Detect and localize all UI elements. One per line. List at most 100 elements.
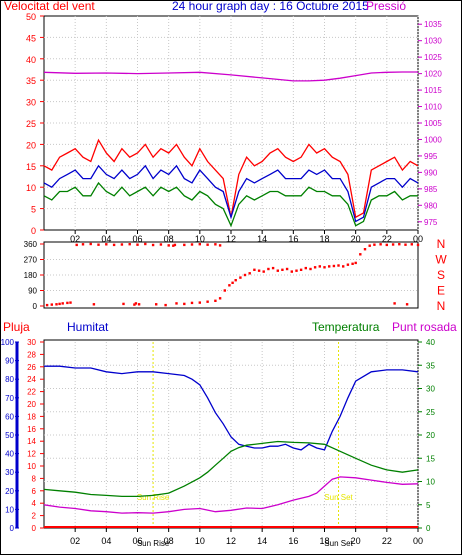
direction-point (398, 243, 401, 246)
direction-point (323, 266, 326, 269)
direction-point (89, 242, 92, 246)
wind-time-tick-label: 04 (101, 234, 111, 244)
direction-point (385, 243, 388, 247)
rain-tick-label: 60 (5, 412, 14, 421)
humidity-tick-label: 16 (27, 425, 36, 434)
direction-tick-label: 180 (24, 271, 38, 280)
direction-tick-label: 0 (33, 302, 38, 311)
pressure-tick-label: 1015 (424, 86, 442, 95)
dewpoint-axis-label: Punt rosada (392, 320, 457, 334)
temperature-tick-label: 10 (426, 478, 435, 487)
temperature-tick-label: 40 (426, 338, 435, 347)
temp-time-tick-label: 08 (164, 536, 174, 546)
pressure-tick-label: 975 (424, 218, 438, 227)
wind-series (43, 71, 419, 228)
direction-point (45, 303, 49, 307)
pressure-axis-label: Pressió (366, 0, 406, 13)
direction-point (173, 243, 177, 247)
compass-label: E (437, 284, 445, 298)
direction-point (346, 263, 350, 266)
temp-time-tick-label: 06 (132, 536, 142, 546)
compass-label: N (437, 237, 446, 251)
compass-label: N (437, 299, 446, 313)
humidity-tick-label: 30 (27, 338, 36, 347)
direction-point (328, 265, 331, 268)
series-line-low (43, 181, 418, 228)
direction-point (206, 243, 209, 246)
direction-point (337, 264, 340, 267)
direction-point (58, 302, 61, 306)
series-line-avg (43, 164, 419, 223)
temperature-tick-label: 0 (426, 524, 431, 533)
wind-time-tick-label: 20 (351, 234, 361, 244)
direction-point (276, 269, 279, 272)
temp-time-tick-label: 00 (413, 536, 423, 546)
direction-tick-label: 270 (24, 256, 38, 265)
direction-point (342, 265, 345, 268)
humidity-tick-label: 10 (27, 462, 36, 471)
direction-point (137, 303, 141, 306)
sun-rise-marker-label: Sun Rise (137, 493, 170, 502)
humidity-tick-label: 8 (32, 474, 37, 483)
wind-speed-tick-label: 35 (26, 76, 36, 86)
humidity-tick-label: 4 (32, 499, 37, 508)
direction-point (134, 302, 138, 305)
direction-point (81, 243, 85, 246)
direction-point (239, 276, 242, 279)
direction-point (198, 301, 201, 304)
temp-time-tick-label: 04 (101, 536, 111, 546)
pressure-tick-label: 1020 (424, 70, 442, 79)
humidity-tick-label: 22 (27, 388, 36, 397)
direction-point (248, 272, 251, 275)
direction-point (295, 269, 298, 272)
humidity-tick-label: 26 (27, 363, 36, 372)
direction-point (281, 268, 284, 271)
wind-time-tick-label: 12 (226, 234, 236, 244)
temperature-tick-label: 15 (426, 454, 435, 463)
wind-time-tick-label: 22 (382, 234, 392, 244)
temp-time-tick-label: 22 (382, 536, 392, 546)
direction-point (318, 265, 321, 268)
direction-point (66, 301, 69, 305)
direction-point (267, 267, 270, 271)
direction-point (290, 270, 293, 273)
sun-markers: Sun Rise Sun Rise Sun Set Sun Set (137, 342, 354, 548)
direction-point (363, 248, 367, 251)
rain-tick-label: 70 (5, 394, 14, 403)
humidity-tick-label: 14 (27, 437, 36, 446)
temp-time-tick-label: 18 (319, 536, 329, 546)
direction-point (271, 266, 275, 270)
direction-point (218, 297, 222, 300)
temperature-tick-label: 5 (426, 501, 431, 510)
direction-point (214, 243, 217, 246)
temperature-tick-label: 30 (426, 385, 435, 394)
direction-point (144, 242, 147, 246)
rain-tick-label: 90 (5, 357, 14, 366)
direction-point (299, 268, 303, 271)
pressure-tick-label: 1010 (424, 103, 442, 112)
direction-point (128, 243, 131, 246)
direction-point (304, 266, 307, 270)
direction-point (50, 303, 53, 306)
series-line-pressure (43, 71, 418, 82)
direction-point (167, 244, 170, 247)
wind-speed-tick-label: 30 (26, 98, 36, 108)
direction-point (416, 243, 420, 247)
wind-time-axis-ticks: 02 04 06 08 10 12 14 16 18 20 22 00 (70, 230, 423, 244)
temp-time-tick-label: 12 (226, 536, 236, 546)
rain-tick-label: 20 (5, 487, 14, 496)
direction-point (92, 303, 96, 306)
direction-point (214, 299, 217, 302)
wind-time-tick-label: 14 (257, 234, 267, 244)
rain-tick-label: 0 (10, 524, 15, 533)
wind-grid (44, 16, 419, 230)
direction-point (228, 284, 231, 287)
temp-time-tick-label: 14 (257, 536, 267, 546)
temperature-axis-ticks: 0 5 10 15 20 25 30 35 40 (418, 338, 435, 533)
direction-point (351, 262, 354, 265)
humidity-tick-label: 6 (32, 487, 37, 496)
wind-speed-tick-label: 25 (26, 119, 36, 129)
direction-point (120, 243, 124, 246)
wind-time-tick-label: 06 (132, 234, 142, 244)
